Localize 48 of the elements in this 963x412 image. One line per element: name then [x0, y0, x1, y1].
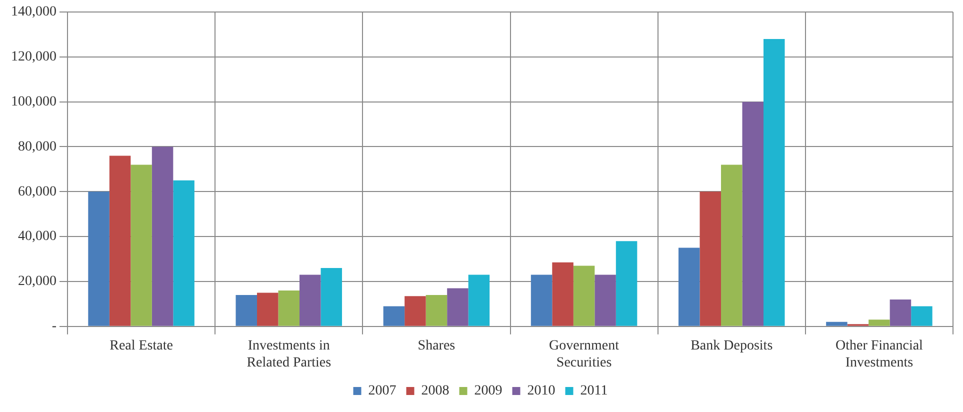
bar	[573, 266, 595, 326]
legend-label: 2010	[527, 384, 556, 399]
legend-label: 2007	[368, 384, 396, 399]
bar	[173, 180, 194, 326]
y-tick-label: 60,000	[18, 184, 56, 200]
bar	[236, 294, 257, 326]
bar	[426, 294, 448, 326]
x-tick-label: Real Estate	[110, 338, 173, 354]
legend-label: 2011	[580, 384, 608, 399]
y-tick-label: 140,000	[11, 4, 56, 20]
legend-label: 2008	[421, 384, 450, 399]
bar	[530, 274, 552, 326]
bar	[764, 38, 785, 326]
y-tick-label: 100,000	[11, 94, 56, 110]
bar	[130, 164, 152, 326]
bar	[700, 192, 721, 326]
bar	[468, 274, 490, 326]
x-tick-label: Other Financial Investments	[835, 338, 924, 370]
bar	[911, 306, 932, 326]
bar	[742, 102, 764, 326]
x-tick-label: Shares	[418, 338, 456, 354]
bar	[109, 156, 131, 326]
bar	[300, 274, 321, 326]
bar	[552, 262, 574, 326]
bar	[152, 146, 174, 326]
bar	[594, 274, 616, 326]
x-tick-label: Bank Deposits	[690, 338, 773, 354]
bar	[868, 320, 890, 326]
y-tick-label: -	[52, 319, 57, 334]
bar	[256, 292, 278, 326]
bar	[890, 299, 912, 326]
legend-label: 2009	[474, 384, 502, 399]
bar	[721, 164, 742, 326]
bar	[678, 248, 700, 326]
y-tick-label: 20,000	[18, 274, 56, 290]
bar	[404, 296, 426, 326]
bar	[826, 322, 848, 326]
y-tick-label: 120,000	[11, 50, 56, 65]
y-tick-label: 80,000	[18, 139, 56, 154]
x-tick-label: Government Securities	[549, 338, 620, 370]
bar	[320, 268, 342, 326]
bar	[383, 306, 405, 326]
y-tick-label: 40,000	[18, 229, 56, 244]
x-tick-label: Investments in Related Parties	[246, 338, 332, 370]
bar	[447, 288, 468, 326]
bar	[616, 241, 638, 326]
bar	[88, 192, 110, 326]
bar	[278, 290, 300, 326]
